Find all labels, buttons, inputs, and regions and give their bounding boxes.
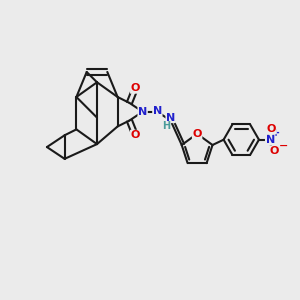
Text: O: O — [270, 146, 279, 156]
Text: N: N — [138, 107, 147, 117]
Text: N: N — [166, 112, 175, 123]
Text: O: O — [130, 130, 140, 140]
Text: O: O — [192, 129, 202, 139]
Text: O: O — [267, 124, 276, 134]
Text: +: + — [272, 128, 280, 138]
Text: H: H — [162, 122, 170, 131]
Text: N: N — [153, 106, 162, 116]
Text: N: N — [266, 135, 275, 145]
Text: −: − — [279, 141, 289, 151]
Text: O: O — [130, 83, 140, 93]
